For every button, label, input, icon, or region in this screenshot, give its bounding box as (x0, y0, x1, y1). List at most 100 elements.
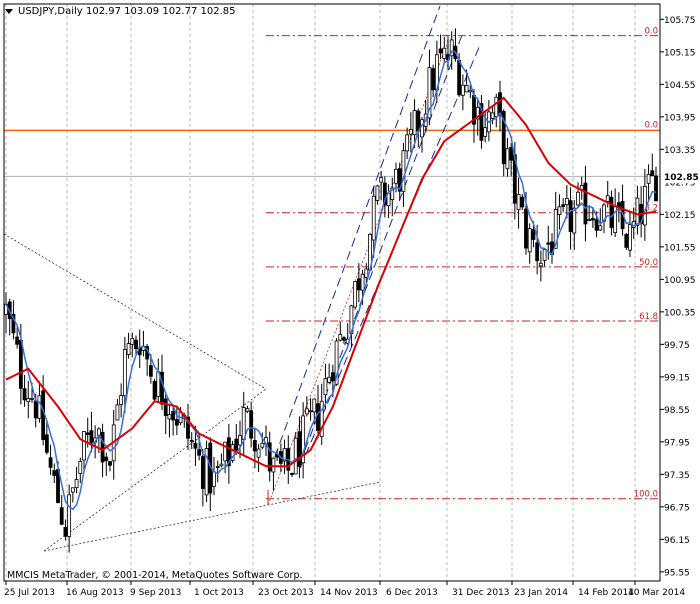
candle-bear (609, 196, 614, 228)
x-tick-label: 23 Oct 2013 (258, 588, 314, 598)
symbol-label: USDJPY,Daily (18, 6, 83, 17)
candle-bear (546, 242, 551, 245)
candle-bull (390, 187, 395, 200)
candle-bull (282, 448, 287, 462)
candle-bear (197, 449, 202, 456)
plot-frame (3, 3, 661, 582)
channel-middle-line (304, 34, 463, 451)
candle-bull (78, 461, 83, 474)
candle-bull (230, 444, 235, 461)
candle-bear (152, 380, 157, 400)
candle-bull (628, 224, 632, 251)
y-tick-label: 98.55 (664, 406, 690, 416)
candle-bear (48, 457, 53, 468)
y-tick-label: 102.75 (664, 178, 696, 188)
candle-bear (594, 219, 599, 231)
candle-bear (316, 403, 320, 432)
y-tick-label: 100.95 (664, 276, 696, 286)
y-tick-label: 100.35 (664, 308, 696, 318)
candle-bear (63, 526, 68, 537)
y-tick-label: 102.15 (664, 211, 696, 221)
candle-bull (468, 89, 473, 93)
x-tick-label: 10 Mar 2014 (628, 588, 685, 598)
candle-bear (397, 168, 402, 192)
candle-bull (449, 39, 454, 57)
moving-average-red (5, 96, 657, 468)
y-tick-label: 96.15 (664, 536, 690, 546)
y-tick-label: 95.55 (664, 568, 690, 578)
candle-bull (553, 209, 558, 249)
candle-bull (646, 173, 651, 184)
candle-bull (82, 431, 86, 461)
copyright-text: MMCIS MetaTrader, © 2001-2014, MetaQuote… (7, 570, 303, 581)
candle-bear (171, 411, 176, 421)
axes (3, 3, 661, 582)
candle-bull (260, 442, 265, 448)
fibonacci-level-label: 50.0 (639, 258, 658, 268)
grid (5, 4, 636, 581)
candle-bear (234, 438, 239, 451)
candle-bull (119, 395, 124, 405)
candle-bear (134, 339, 138, 350)
candle-bull (490, 112, 495, 119)
current-price-box (660, 169, 700, 183)
candle-bear (416, 110, 421, 132)
candle-bear (583, 182, 588, 225)
candle-bull (483, 127, 488, 137)
candle-bear (104, 456, 109, 462)
candle-bull (312, 398, 317, 413)
candle-bear (100, 431, 105, 463)
candle-bull (167, 414, 172, 420)
candle-bull (338, 334, 343, 341)
candle-bull (394, 168, 398, 184)
fibonacci-level-label: 38.2 (639, 204, 658, 214)
candle-bear (44, 434, 49, 453)
x-tick-label: 31 Dec 2013 (452, 588, 510, 598)
candle-bull (301, 415, 306, 464)
channel-upper-line (269, 5, 441, 471)
fibonacci-level-label: 0.0 (644, 27, 658, 37)
candle-bull (238, 435, 242, 446)
candle-bear (297, 431, 302, 468)
candle-bull (241, 407, 246, 441)
y-axis-labels: 105.75105.15104.55103.95103.35102.75102.… (660, 16, 700, 578)
candle-bear (148, 365, 153, 377)
candle-bear (252, 440, 257, 452)
candle-bull (70, 487, 75, 493)
candle-bear (568, 200, 573, 232)
candle-bull (319, 400, 324, 438)
candle-bear (174, 419, 179, 426)
dropdown-triangle-icon[interactable] (5, 9, 13, 14)
candle-bear (33, 400, 38, 419)
candle-bear (108, 461, 112, 466)
candle-bull (598, 225, 603, 231)
candle-bear (438, 48, 443, 54)
y-tick-label: 101.55 (664, 243, 696, 253)
candle-bull (204, 448, 209, 496)
candle-bull (74, 479, 79, 489)
x-tick-label: 1 Oct 2013 (194, 588, 244, 598)
candle-bull (527, 228, 532, 253)
candle-bull (542, 249, 547, 261)
candle-bull (605, 195, 610, 202)
x-tick-label: 6 Dec 2013 (386, 588, 438, 598)
candle-bull (494, 96, 499, 117)
fibonacci-levels: 0.0 38.2 50.0 61.8 100.0 0.0 (266, 27, 660, 500)
candle-bear (654, 175, 658, 202)
x-tick-label: 23 Jan 2014 (514, 588, 568, 598)
candle-bull (30, 397, 34, 400)
triangle-upper-line (3, 233, 267, 390)
candle-bear (330, 372, 335, 382)
candle-bull (375, 185, 380, 201)
candle-bull (323, 378, 328, 396)
candle-bear (524, 208, 528, 249)
long-support-line (43, 481, 381, 552)
candle-bear (249, 410, 254, 439)
y-tick-label: 96.75 (664, 503, 690, 513)
candle-bull (576, 191, 580, 206)
candle-bear (193, 442, 198, 449)
candle-bear (52, 470, 57, 476)
fibonacci-level-label: 100.0 (634, 490, 658, 500)
